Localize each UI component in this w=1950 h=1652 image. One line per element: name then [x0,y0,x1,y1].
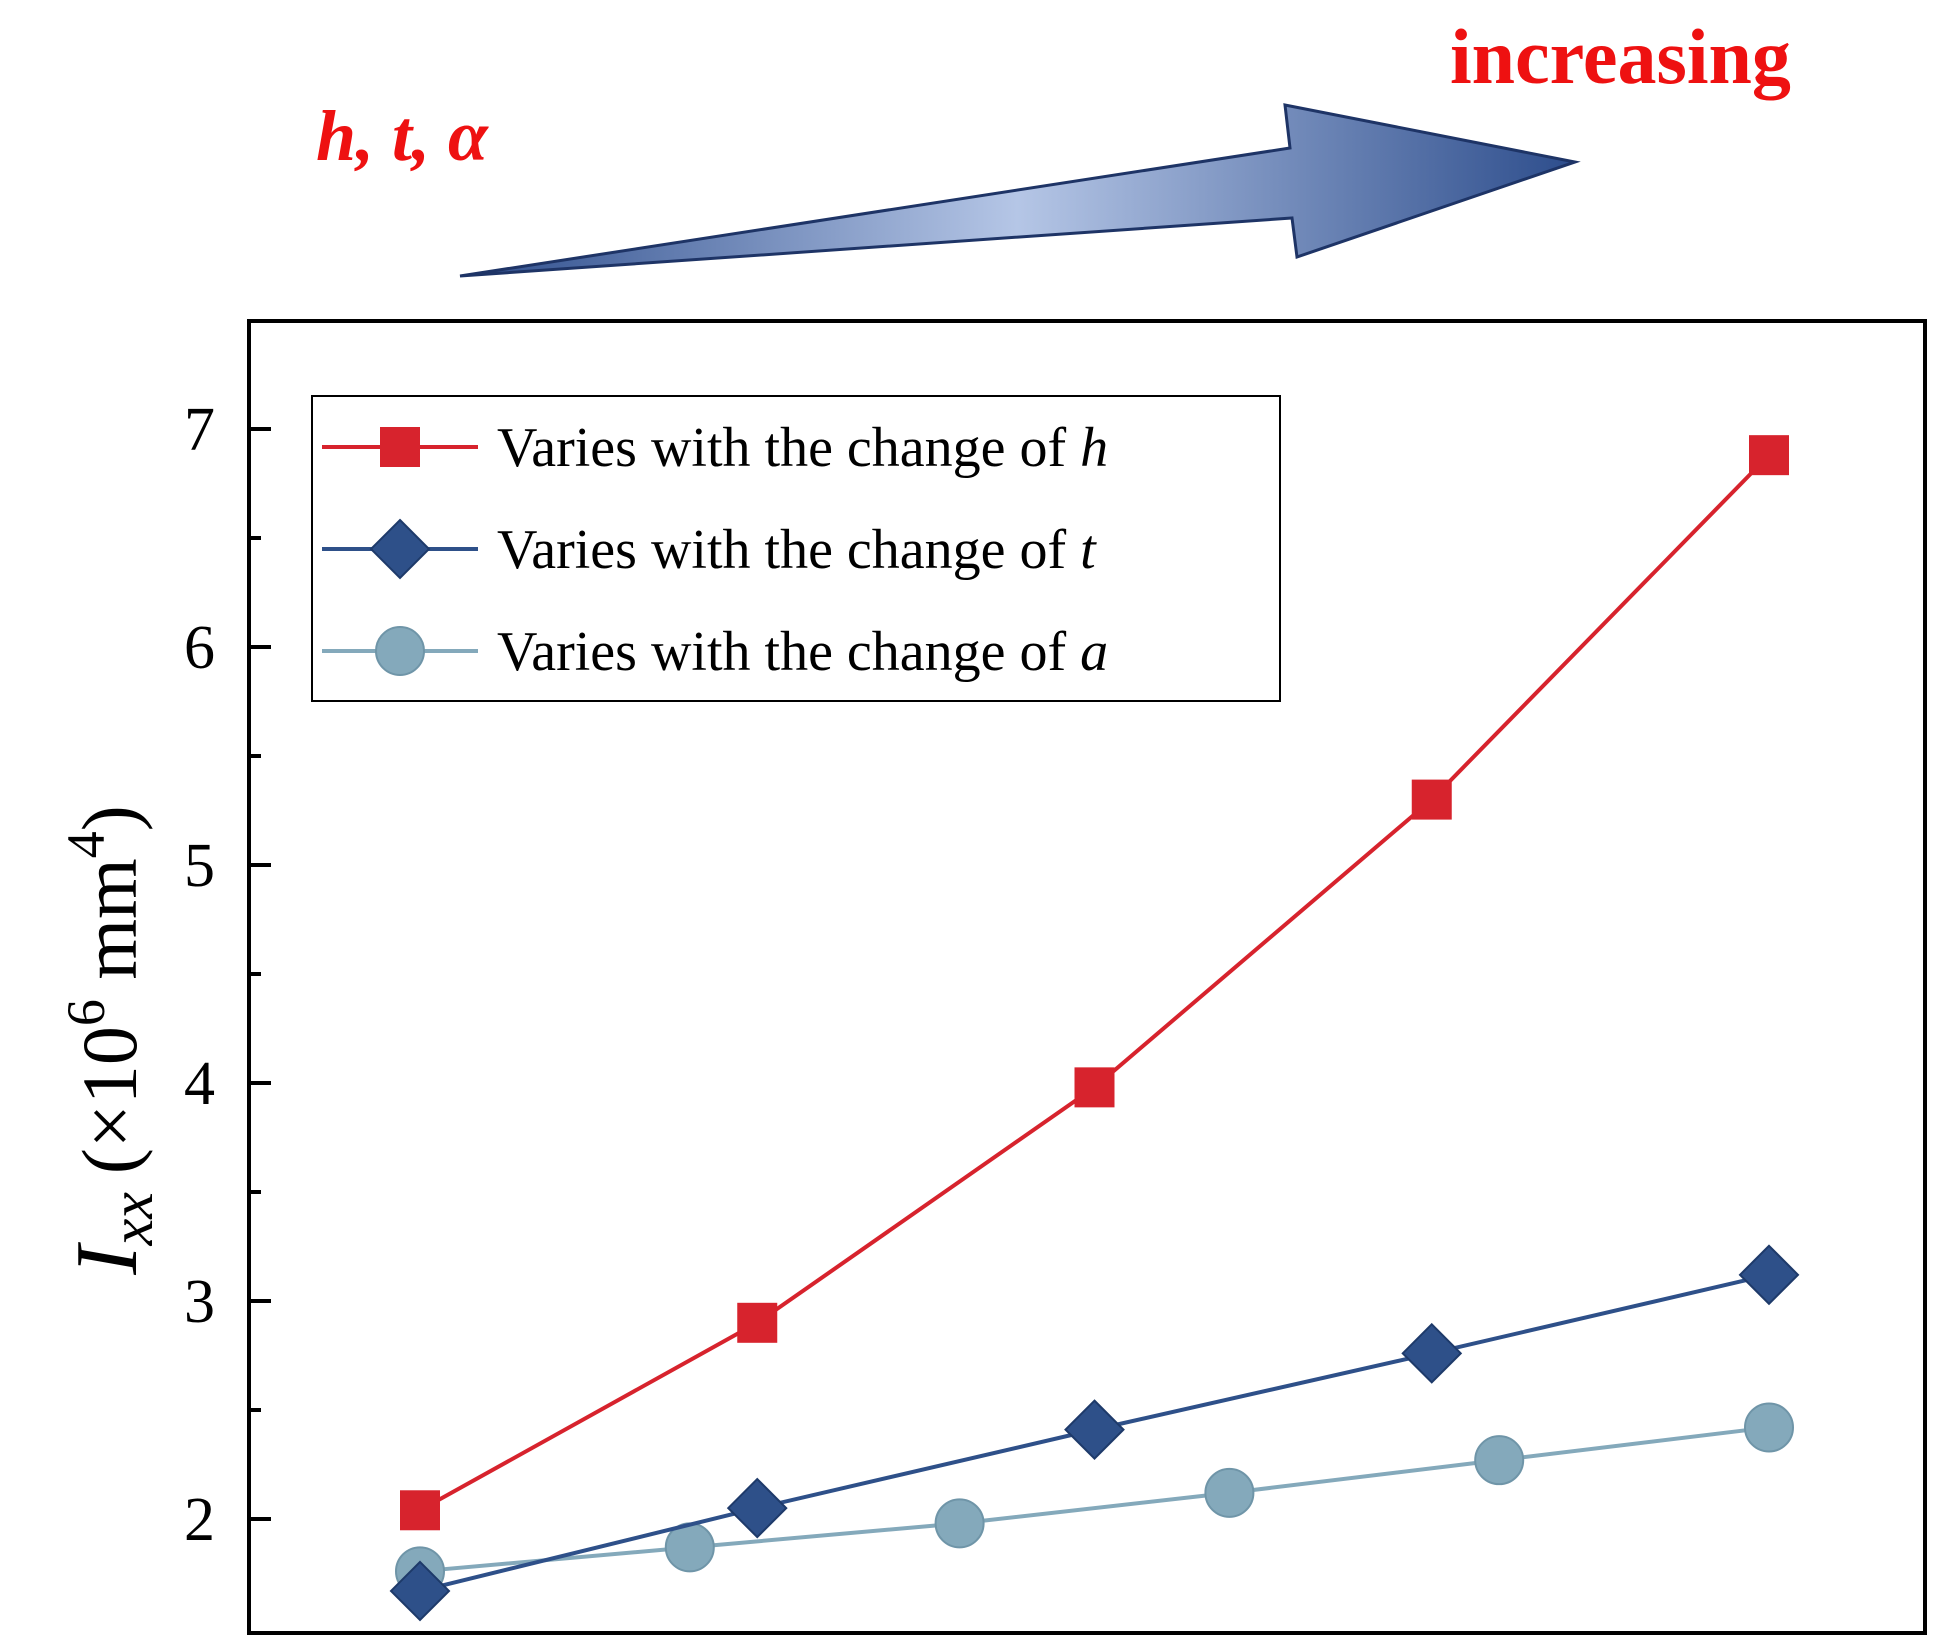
legend-label: Varies with the change of t [497,519,1097,581]
y-tick-label: 3 [184,1268,215,1336]
y-tick-label: 4 [184,1050,215,1118]
data-point-h [737,1302,778,1343]
legend-label-text: Varies with the change of [497,621,1080,683]
legend-label-var: h [1080,417,1108,479]
y-axis-ticks: 2 3 4 5 6 7 [184,396,271,1554]
legend-marker [369,518,431,580]
y-tick-label: 2 [184,1486,215,1554]
data-point-h [1749,435,1789,476]
increasing-arrow [459,103,1581,278]
y-axis-label: Ixx (×106 mm4) [56,805,165,1275]
data-point-h [400,1490,440,1531]
ylabel-unit-exp2: 4 [56,831,116,858]
data-point-t [726,1477,788,1539]
ylabel-unit-suffix: ) [66,805,153,831]
series-line-a [419,1425,1770,1574]
data-point-t [1064,1399,1125,1461]
series-h [400,435,1789,1531]
data-point-t [1738,1244,1800,1306]
ylabel-unit-mid: mm [66,858,153,999]
ylabel-unit-exp: 6 [56,999,116,1026]
legend-label-text: Varies with the change of [497,417,1080,479]
ylabel-unit-prefix: (×10 [66,1026,153,1174]
data-point-a [934,1498,985,1549]
legend-label-text: Varies with the change of [497,519,1080,581]
params-annotation: h, t, α [316,96,489,176]
data-point-a [1474,1435,1525,1486]
series-t [389,1244,1800,1622]
data-point-a [1204,1467,1255,1518]
legend-marker [375,626,425,676]
y-tick-label: 6 [184,614,215,682]
series-layer [389,435,1800,1622]
data-point-h [1074,1067,1115,1108]
legend-label: Varies with the change of h [497,417,1108,479]
data-point-h [1411,779,1452,820]
increasing-annotation: increasing [1450,13,1791,100]
y-tick-label: 5 [184,832,215,900]
plot-frame [247,319,1927,1635]
ylabel-symbol: I [59,1242,156,1276]
data-point-t [1401,1322,1463,1384]
data-point-a [1744,1402,1794,1453]
legend-label: Varies with the change of a [497,621,1108,683]
ylabel-subscript: xx [99,1192,165,1247]
y-tick-label: 7 [184,396,215,464]
legend-entry-a: Varies with the change of a [322,621,1108,683]
data-point-t [389,1560,451,1622]
legend-label-var: a [1080,621,1108,683]
legend-label-var: t [1080,519,1097,581]
legend-entry-t: Varies with the change of t [322,518,1097,581]
legend-entry-h: Varies with the change of h [322,417,1108,479]
legend-marker [380,427,420,467]
